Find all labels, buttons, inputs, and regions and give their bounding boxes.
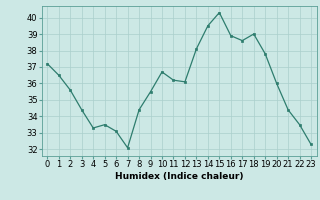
X-axis label: Humidex (Indice chaleur): Humidex (Indice chaleur) <box>115 172 244 181</box>
